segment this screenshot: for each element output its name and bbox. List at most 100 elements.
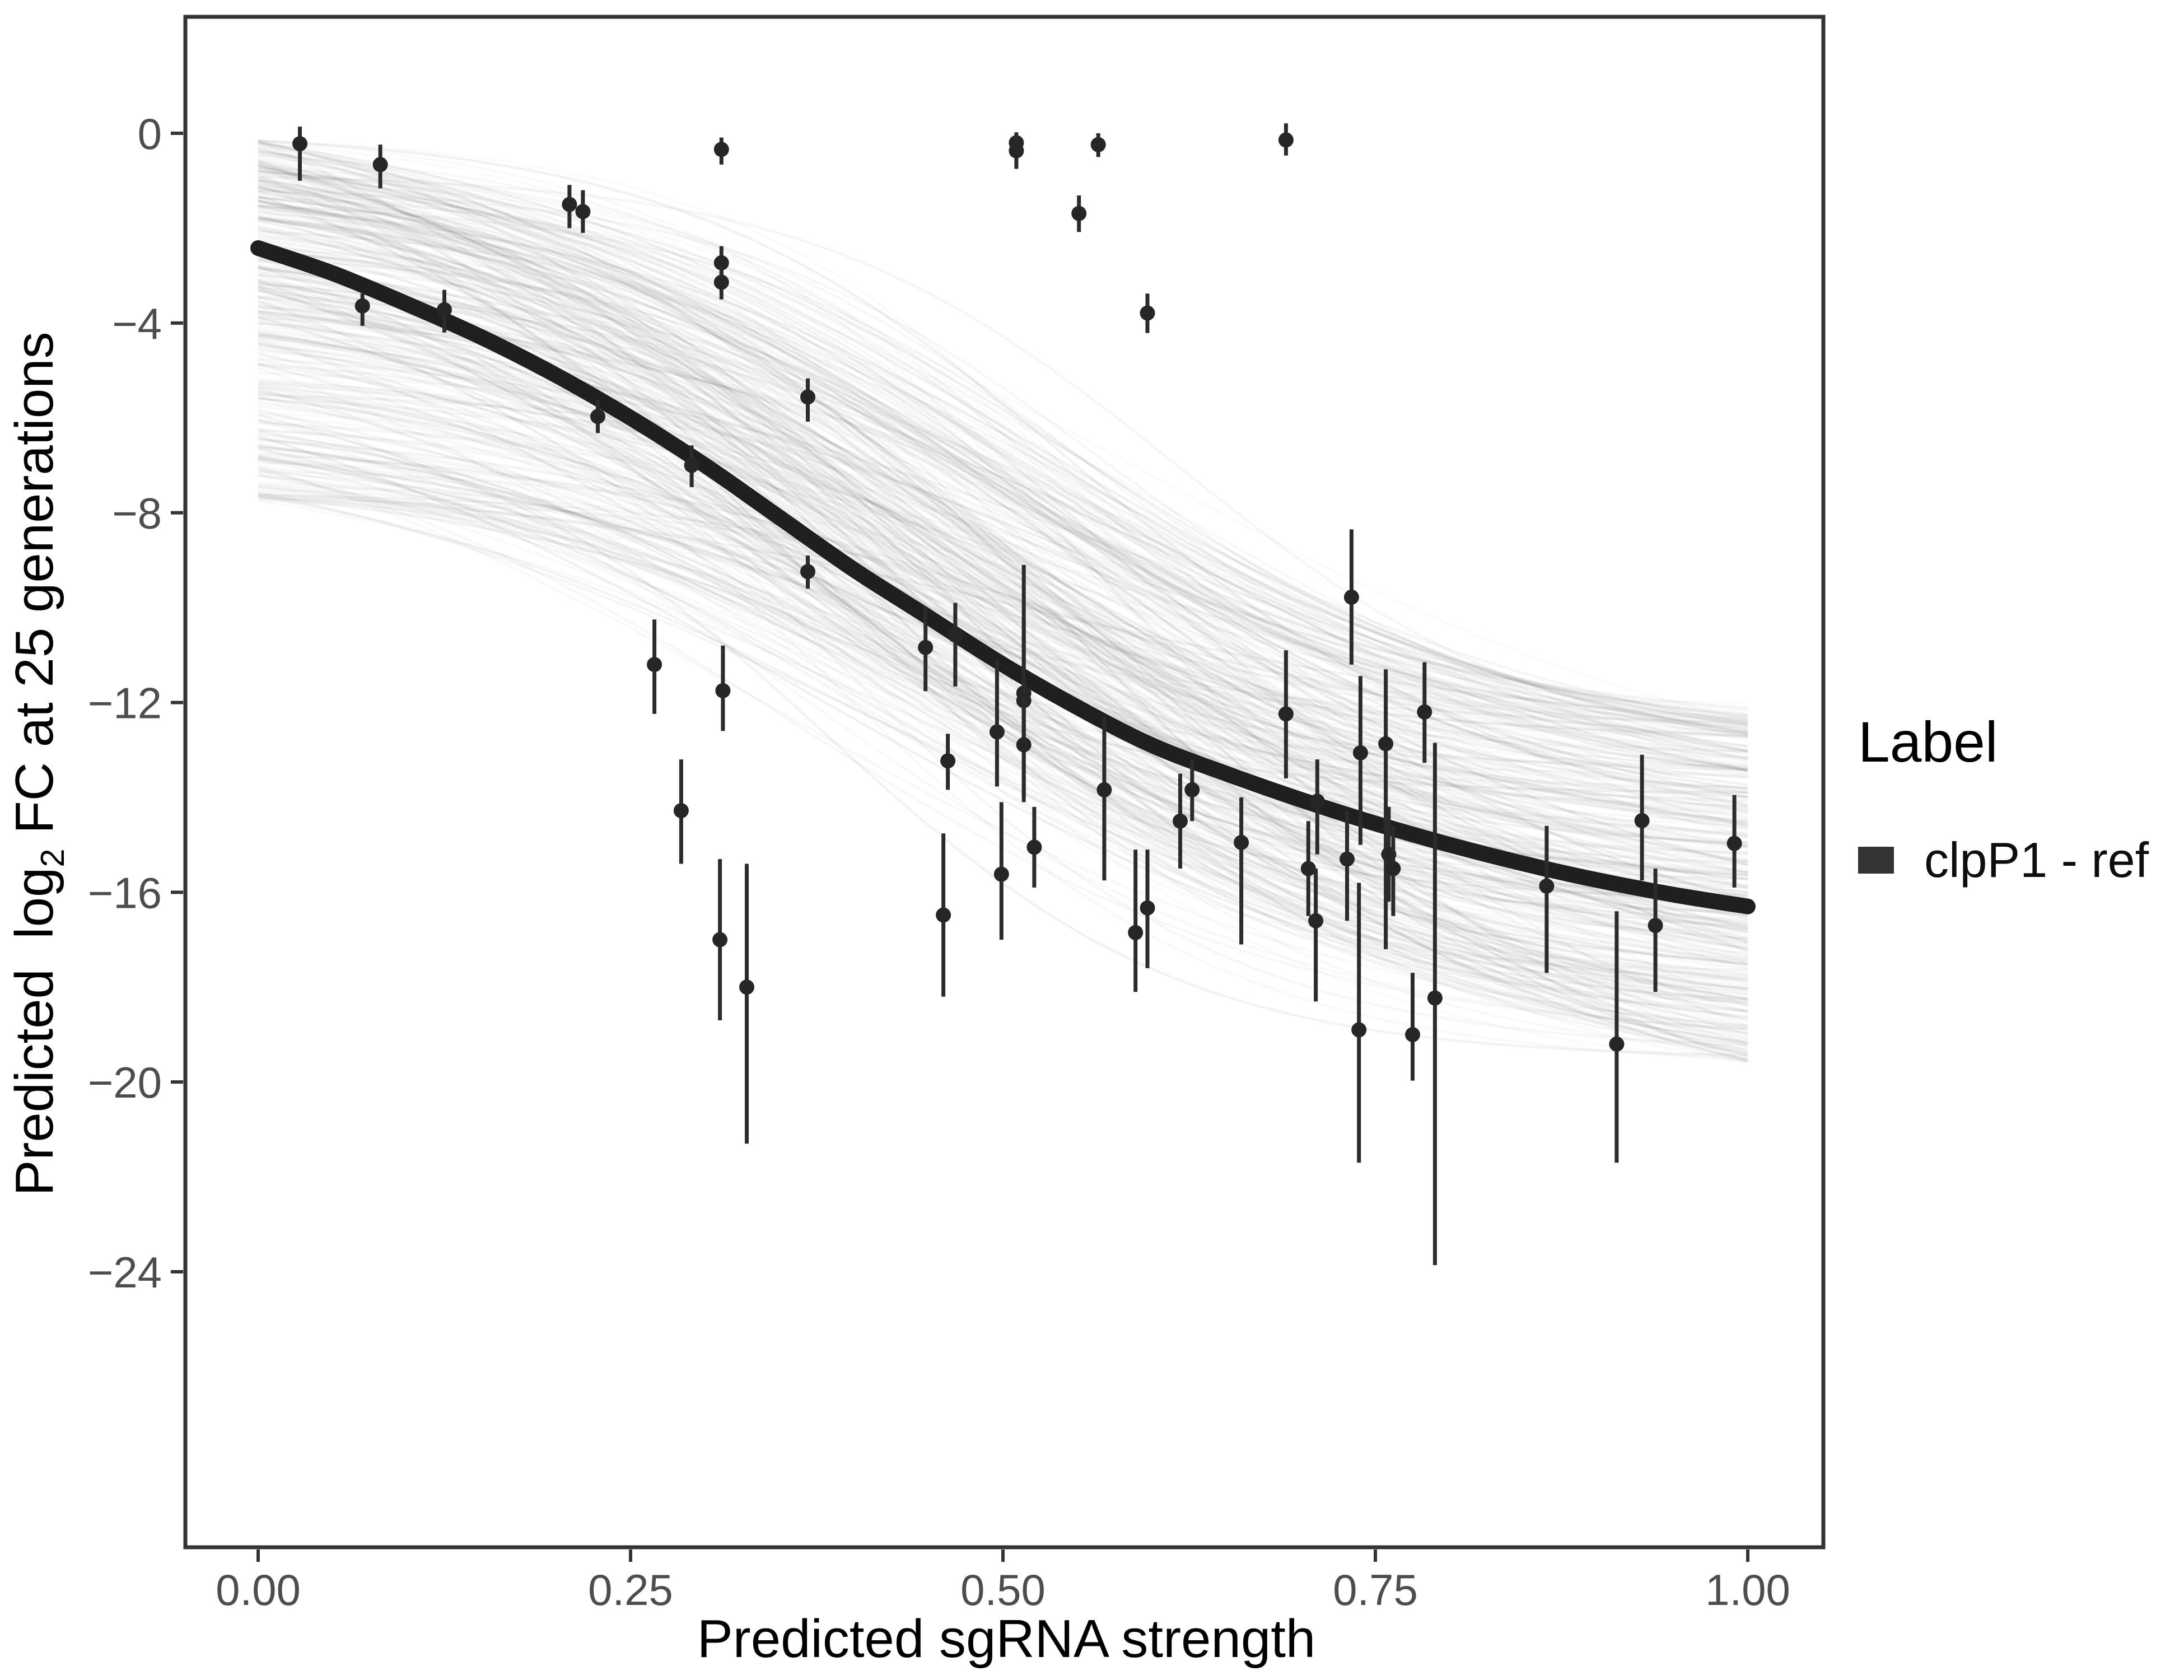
ensemble-curve (258, 187, 1748, 829)
data-point (372, 157, 388, 172)
ensemble-curve (258, 218, 1748, 866)
data-point (1090, 137, 1106, 152)
data-point-group (1128, 850, 1144, 992)
ensemble-curve (258, 357, 1748, 727)
data-point (993, 866, 1009, 882)
data-point-group (713, 137, 729, 165)
data-point (1343, 589, 1359, 605)
ensemble-curves (258, 139, 1748, 1062)
data-point (1016, 737, 1032, 753)
ensemble-curve (258, 394, 1748, 813)
data-point-group (739, 864, 754, 1144)
data-point-group (1340, 811, 1355, 921)
ensemble-curve (258, 457, 1748, 942)
data-point (1427, 990, 1443, 1006)
ensemble-curve (258, 196, 1748, 759)
legend-title: Label (1858, 710, 1998, 774)
ensemble-curve (258, 321, 1748, 779)
x-tick-label: 0.00 (216, 1565, 301, 1614)
data-point (800, 564, 815, 580)
ensemble-curve (258, 273, 1748, 761)
ensemble-curve (258, 444, 1748, 736)
data-point (1278, 132, 1294, 148)
data-point-group (1427, 743, 1443, 1266)
data-point (562, 197, 577, 212)
data-point (1340, 851, 1355, 867)
data-point-group (673, 759, 689, 864)
ensemble-curve (258, 267, 1748, 753)
ensemble-curve (258, 418, 1748, 862)
data-point-group (1308, 869, 1324, 1002)
data-point-group (713, 266, 729, 300)
data-point-group (800, 555, 815, 589)
data-point-group (1016, 698, 1032, 797)
data-point (940, 753, 956, 769)
data-point-group (1090, 133, 1106, 157)
data-point-group (712, 859, 728, 1020)
ensemble-curve (258, 204, 1748, 918)
ensemble-curve (258, 193, 1748, 1035)
data-point-group (1278, 123, 1294, 156)
ensemble-curve (258, 286, 1748, 1061)
x-tick-label: 0.50 (960, 1565, 1046, 1614)
data-point (1385, 861, 1401, 876)
data-point-group (1026, 806, 1042, 888)
data-point-group (590, 400, 605, 433)
ensemble-curve (258, 363, 1748, 966)
data-point (1351, 1022, 1367, 1038)
data-point (437, 302, 452, 318)
ensemble-curve (258, 169, 1748, 790)
ensemble-curve (258, 316, 1748, 1000)
data-point-group (354, 293, 370, 326)
ensemble-curve (258, 184, 1748, 1004)
ensemble-curve (258, 164, 1748, 1005)
y-tick-label: −12 (88, 678, 162, 727)
data-point (1609, 1036, 1625, 1052)
data-point (713, 142, 729, 157)
data-point (713, 274, 729, 290)
ensemble-curve (258, 162, 1748, 710)
ensemble-curve (258, 352, 1748, 848)
ensemble-curve (258, 270, 1748, 931)
ensemble-curve (258, 142, 1748, 847)
y-tick-label: 0 (138, 109, 162, 158)
data-point-group (437, 290, 452, 333)
ensemble-curve (258, 191, 1748, 874)
data-point (354, 298, 370, 314)
ensemble-curve (258, 214, 1748, 810)
data-point-group (1378, 669, 1394, 949)
data-point (684, 458, 699, 473)
ensemble-curve (258, 220, 1748, 890)
x-tick-label: 0.25 (588, 1565, 673, 1614)
data-point-group (918, 606, 934, 692)
ensemble-curve (258, 164, 1748, 1006)
ensemble-curve (258, 494, 1748, 886)
data-point (1009, 143, 1024, 158)
data-point-group (993, 802, 1009, 940)
data-point-group (1184, 759, 1200, 822)
ensemble-curve (258, 175, 1748, 736)
ensemble-curve (258, 189, 1748, 982)
ensemble-curve (258, 244, 1748, 732)
ensemble-curve (258, 494, 1748, 981)
legend-item-label: clpP1 - ref (1924, 832, 2149, 888)
y-tick-label: −16 (88, 868, 162, 917)
ensemble-curve (258, 189, 1748, 1044)
ensemble-curve (258, 435, 1748, 1018)
data-point-group (1140, 293, 1155, 333)
data-point (1539, 878, 1555, 894)
ensemble-curve (258, 258, 1748, 990)
ensemble-curve (258, 206, 1748, 718)
data-point-group (647, 619, 662, 714)
data-point (1096, 782, 1112, 797)
data-point (948, 627, 963, 643)
data-point-group (1071, 195, 1087, 232)
ensemble-curve (258, 158, 1748, 748)
data-point (713, 255, 729, 270)
data-point-group (1309, 759, 1325, 855)
ensemble-curve (258, 381, 1748, 874)
ensemble-curve (258, 492, 1748, 720)
data-point-group (1726, 795, 1742, 888)
data-point-group (800, 378, 815, 422)
